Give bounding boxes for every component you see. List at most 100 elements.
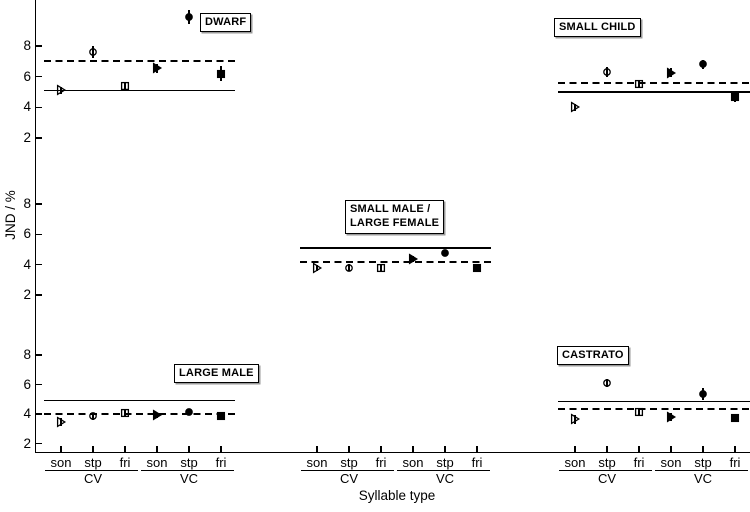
y-axis-spine xyxy=(34,0,36,453)
x-tick xyxy=(188,446,190,452)
x-tick-label: son xyxy=(306,455,328,470)
x-tick-label: fri xyxy=(119,455,131,470)
marker-triangle-open-small-male-large-female-cv-son xyxy=(312,262,323,274)
marker-triangle-open-dwarf-cv-son xyxy=(56,84,67,97)
ref-line-solid-castrato xyxy=(558,400,750,403)
error-bar-castrato-cv-fri xyxy=(638,408,640,416)
syllable-group-underline xyxy=(301,469,394,471)
error-bar-dwarf-cv-fri xyxy=(124,82,126,89)
x-tick xyxy=(670,446,672,452)
x-tick-label: son xyxy=(146,455,168,470)
marker-square-filled-dwarf-vc-fri xyxy=(216,69,226,78)
y-tick xyxy=(36,383,42,386)
y-tick-label: 8 xyxy=(23,195,31,211)
y-tick-label: 4 xyxy=(23,406,31,421)
x-tick-label: fri xyxy=(633,455,645,470)
x-tick-label: stp xyxy=(340,455,358,470)
y-tick xyxy=(36,264,42,266)
marker-triangle-open-small-child-cv-son xyxy=(570,101,581,113)
y-tick-label: 2 xyxy=(23,287,31,302)
x-tick-label: stp xyxy=(84,455,102,470)
y-tick xyxy=(36,203,42,205)
marker-square-open-castrato-cv-fri xyxy=(634,407,644,416)
ref-line-solid-dwarf xyxy=(44,89,235,92)
x-tick-label: fri xyxy=(729,455,741,470)
y-tick xyxy=(36,413,42,415)
error-bar-small-child-cv-stp xyxy=(606,67,608,77)
syllable-group-label: VC xyxy=(435,471,455,486)
marker-triangle-filled-large-male-vc-son xyxy=(152,409,163,422)
y-tick xyxy=(36,354,42,356)
error-bar-large-male-cv-stp xyxy=(92,412,94,420)
x-tick-label: son xyxy=(50,455,72,470)
y-tick xyxy=(36,45,42,47)
marker-square-filled-small-child-vc-fri xyxy=(730,93,740,102)
x-tick xyxy=(124,446,126,452)
marker-square-filled-castrato-vc-fri xyxy=(730,413,740,422)
ref-line-dashed-small-male-large-female xyxy=(300,260,491,263)
marker-circle-open-dwarf-cv-stp xyxy=(89,48,97,56)
x-axis-label: Syllable type xyxy=(358,488,436,503)
syllable-group-label: CV xyxy=(339,471,359,486)
error-bar-small-male-large-female-cv-son xyxy=(316,265,318,272)
y-tick-label: 8 xyxy=(23,38,31,54)
x-tick xyxy=(444,446,446,452)
y-tick-label: 4 xyxy=(23,99,31,115)
x-tick xyxy=(412,446,414,452)
x-tick xyxy=(92,446,94,452)
syllable-group-label: CV xyxy=(597,471,617,486)
ref-line-solid-small-male-large-female xyxy=(300,247,491,249)
x-tick xyxy=(348,446,350,452)
error-bar-large-male-cv-son xyxy=(60,418,62,426)
y-tick-label: 8 xyxy=(23,347,31,362)
ref-line-solid-large-male xyxy=(44,400,235,402)
y-tick-label: 6 xyxy=(23,226,31,242)
y-tick xyxy=(36,76,42,78)
syllable-group-underline xyxy=(559,469,652,471)
error-bar-small-child-cv-son xyxy=(574,103,576,112)
error-bar-small-male-large-female-cv-stp xyxy=(348,263,350,272)
error-bar-large-male-cv-fri xyxy=(124,408,126,417)
syllable-group-underline xyxy=(397,469,490,471)
ref-line-dashed-castrato xyxy=(558,407,750,410)
marker-triangle-filled-small-child-vc-son xyxy=(666,67,677,79)
x-tick xyxy=(156,446,158,452)
x-tick xyxy=(734,446,736,452)
y-tick xyxy=(36,442,42,445)
error-bar-dwarf-cv-son xyxy=(60,86,62,95)
y-tick xyxy=(36,137,42,139)
error-bar-small-child-cv-fri xyxy=(638,80,640,89)
x-tick xyxy=(476,446,478,452)
marker-triangle-open-castrato-cv-son xyxy=(570,413,581,425)
x-tick-label: son xyxy=(564,455,586,470)
y-tick-label: 2 xyxy=(23,130,31,145)
marker-circle-open-small-child-cv-stp xyxy=(603,68,611,76)
x-tick xyxy=(316,446,318,452)
x-tick-label: stp xyxy=(598,455,616,470)
error-bar-dwarf-cv-stp xyxy=(92,46,94,59)
marker-square-open-small-male-large-female-cv-fri xyxy=(376,263,386,272)
ref-line-solid-small-child xyxy=(558,91,750,93)
panel-caption-large-male: LARGE MALE xyxy=(174,364,259,384)
x-tick-label: fri xyxy=(471,455,483,470)
syllable-group-label: VC xyxy=(179,471,199,486)
x-axis-spine xyxy=(34,452,750,454)
marker-triangle-filled-castrato-vc-son xyxy=(666,411,677,423)
marker-circle-filled-small-child-vc-stp xyxy=(699,60,707,69)
marker-circle-open-small-male-large-female-cv-stp xyxy=(345,263,353,272)
marker-circle-filled-castrato-vc-stp xyxy=(699,390,707,398)
marker-circle-filled-small-male-large-female-vc-stp xyxy=(441,248,449,257)
ref-line-dashed-large-male xyxy=(44,413,235,415)
x-tick xyxy=(606,446,608,452)
x-tick xyxy=(60,446,62,452)
marker-circle-open-large-male-cv-stp xyxy=(89,412,97,421)
panel-caption-small-child: SMALL CHILD xyxy=(554,18,641,38)
ref-line-dashed-small-child xyxy=(558,81,750,84)
y-tick xyxy=(36,294,42,296)
x-tick-label: fri xyxy=(215,455,227,470)
marker-square-filled-large-male-vc-fri xyxy=(216,412,226,421)
panel-caption-small-male-large-female: SMALL MALE / LARGE FEMALE xyxy=(345,200,445,234)
error-bar-small-male-large-female-cv-fri xyxy=(380,264,382,271)
